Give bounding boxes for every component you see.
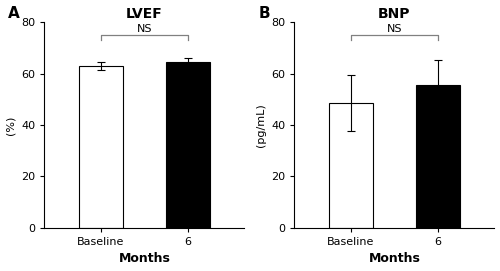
Text: B: B xyxy=(258,6,270,21)
X-axis label: Months: Months xyxy=(118,253,171,265)
Y-axis label: (pg/mL): (pg/mL) xyxy=(256,103,266,147)
Title: BNP: BNP xyxy=(378,7,410,21)
Text: NS: NS xyxy=(386,24,402,34)
Bar xyxy=(416,85,460,228)
Y-axis label: (%): (%) xyxy=(6,115,16,135)
Bar xyxy=(329,103,372,228)
Text: A: A xyxy=(8,6,20,21)
Title: LVEF: LVEF xyxy=(126,7,162,21)
Text: NS: NS xyxy=(136,24,152,34)
Bar xyxy=(166,62,210,228)
X-axis label: Months: Months xyxy=(368,253,420,265)
Bar xyxy=(79,66,122,228)
